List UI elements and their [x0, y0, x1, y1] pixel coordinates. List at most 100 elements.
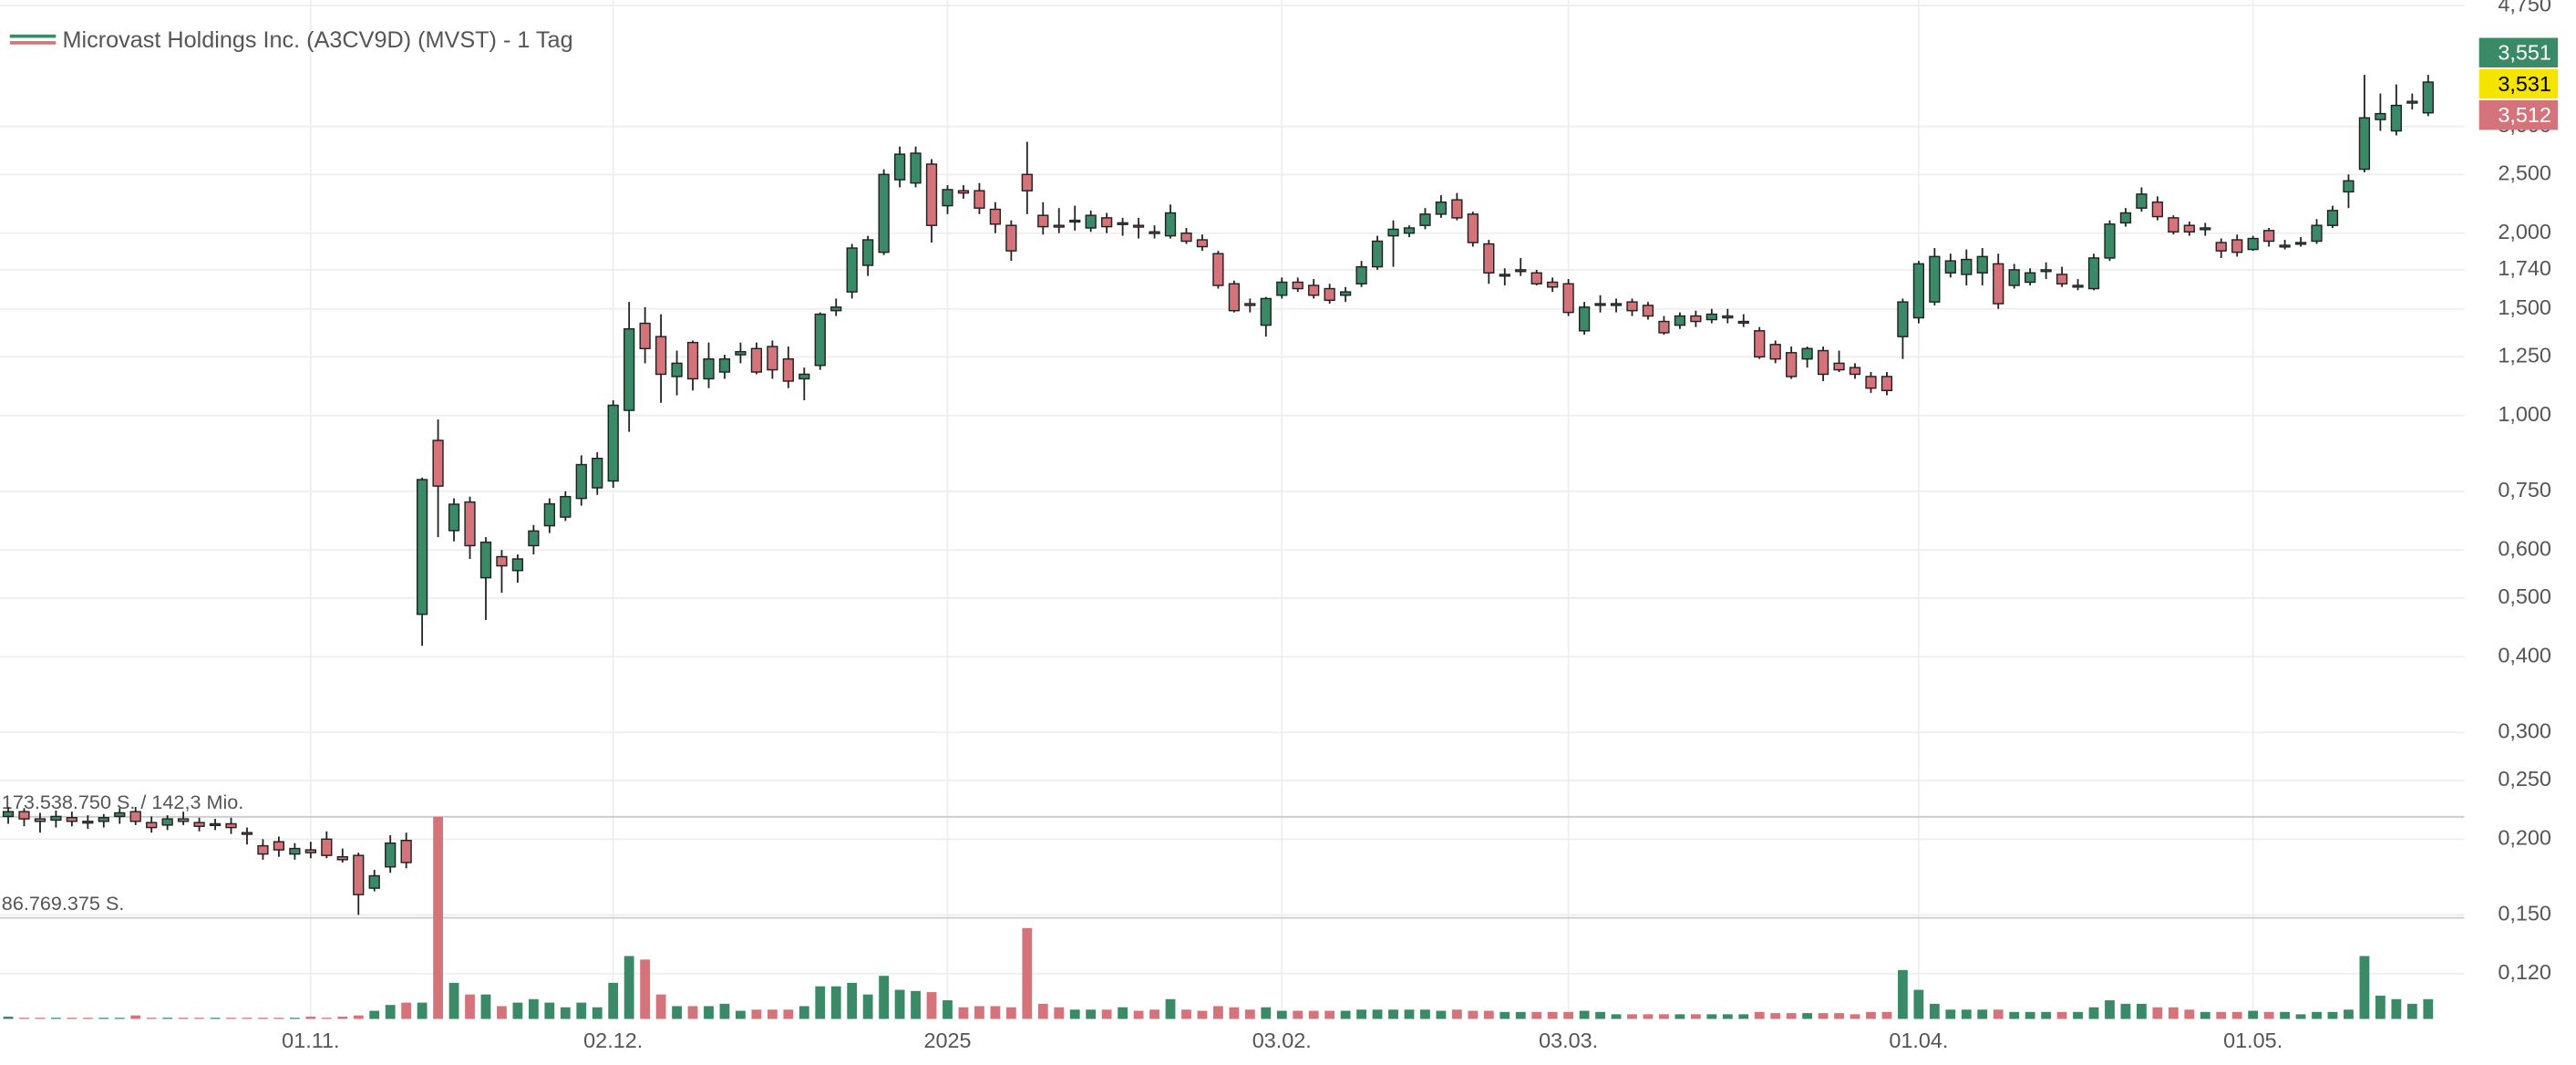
candle-body: [1371, 240, 1384, 268]
price-label-box: [2478, 37, 2559, 67]
candle-body: [1069, 219, 1081, 223]
volume-bar: [353, 1015, 364, 1019]
volume-bar: [1244, 1009, 1255, 1019]
volume-bar: [1022, 927, 1033, 1019]
volume-bar: [2327, 1011, 2338, 1019]
volume-bar: [2056, 1011, 2067, 1019]
candle-body: [654, 336, 667, 376]
candle-body: [2087, 257, 2100, 290]
candle-body: [2390, 104, 2402, 132]
candle-body: [2008, 269, 2020, 286]
volume-bar: [1595, 1011, 1605, 1019]
candle-body: [1355, 265, 1367, 284]
volume-bar: [1881, 1011, 1892, 1019]
volume-bar: [1165, 998, 1176, 1019]
volume-bar: [1372, 1009, 1383, 1019]
candle-body: [2025, 272, 2036, 284]
volume-bar: [926, 992, 937, 1019]
volume-tick-label: 86.769.375 S.: [2, 892, 125, 915]
volume-bar: [2120, 1003, 2131, 1019]
volume-bar: [830, 986, 841, 1019]
candle-body: [1244, 303, 1256, 306]
volume-bar: [1197, 1010, 1208, 1019]
volume-bar: [2280, 1011, 2291, 1019]
candle-body: [671, 362, 683, 377]
candle-body: [368, 874, 380, 889]
volume-bar: [1643, 1014, 1654, 1019]
grid: [0, 0, 2465, 1019]
candle-body: [623, 328, 635, 411]
volume-bar: [1101, 1009, 1112, 1019]
candle-body: [703, 357, 715, 380]
volume-bar: [2216, 1011, 2227, 1019]
candle-body: [400, 840, 412, 863]
candle-body: [799, 373, 810, 380]
candle-body: [193, 822, 205, 827]
volume-bar: [862, 994, 873, 1019]
y-tick-label: 0,300: [2498, 719, 2551, 742]
candle-body: [2040, 269, 2052, 273]
candle-body: [2263, 230, 2275, 243]
candle-body: [1292, 281, 1303, 290]
candle-body: [1180, 233, 1192, 243]
volume-bar: [1674, 1014, 1685, 1019]
volume-bar: [655, 994, 666, 1019]
volume-bar: [1690, 1014, 1701, 1019]
candle-body: [1419, 213, 1431, 226]
volume-bar: [2391, 998, 2402, 1019]
volume-bar: [369, 1010, 380, 1019]
candle-body: [2326, 210, 2339, 226]
candle-body: [1435, 202, 1448, 215]
candle-body: [1117, 222, 1128, 225]
volume-bar: [1356, 1009, 1367, 1019]
chart-title: Microvast Holdings Inc. (A3CV9D) (MVST) …: [62, 27, 572, 53]
candle-body: [50, 815, 62, 822]
volume-bar: [990, 1006, 1001, 1019]
volume-bar: [2295, 1014, 2306, 1019]
volume-bar: [608, 982, 619, 1019]
candle-body: [511, 558, 524, 572]
candle-body: [575, 463, 587, 500]
volume-bar: [943, 1000, 953, 1019]
candle-body: [1228, 283, 1240, 312]
candle-body: [432, 439, 444, 487]
volume-bar: [1961, 1009, 1972, 1019]
candle-body: [862, 239, 874, 266]
candle-body: [98, 817, 109, 822]
volume-bar: [433, 816, 443, 1019]
volume-bar: [576, 1002, 587, 1019]
y-tick-label: 0,600: [2498, 536, 2551, 560]
candle-body: [1705, 313, 1717, 321]
candle-body: [528, 530, 540, 547]
x-tick-label: 03.02.: [1252, 1029, 1312, 1052]
candle-body: [257, 844, 269, 855]
y-tick-label: 0,200: [2498, 825, 2551, 849]
volume-bar: [2248, 1010, 2259, 1019]
candle-body: [289, 847, 301, 855]
candle-body: [1499, 274, 1510, 277]
volume-bar: [1706, 1014, 1717, 1019]
candle-body: [1101, 217, 1113, 228]
candle-body: [2294, 242, 2307, 245]
volume-bar: [974, 1006, 984, 1019]
volume-bar: [1499, 1011, 1510, 1019]
candle-body: [209, 822, 222, 827]
candle-body: [1037, 214, 1049, 228]
candle-body: [1674, 315, 1686, 326]
candle-body: [1132, 224, 1145, 228]
candle-body: [2215, 242, 2227, 252]
y-tick-label: 1,740: [2498, 256, 2551, 280]
candle-body: [1005, 224, 1017, 252]
candle-body: [241, 832, 253, 835]
candle-body: [942, 189, 953, 207]
candle-body: [2311, 224, 2323, 243]
volume-bar: [1754, 1011, 1765, 1019]
volume-bar: [2073, 1011, 2083, 1019]
volume-bar: [544, 1002, 555, 1019]
volume-bar: [1133, 1010, 1144, 1019]
x-tick-label: 01.11.: [282, 1029, 339, 1052]
candle-body: [1339, 291, 1352, 296]
volume-tick-label: 173.538.750 S. / 142,3 Mio.: [2, 791, 244, 813]
volume-bar: [2200, 1011, 2210, 1019]
